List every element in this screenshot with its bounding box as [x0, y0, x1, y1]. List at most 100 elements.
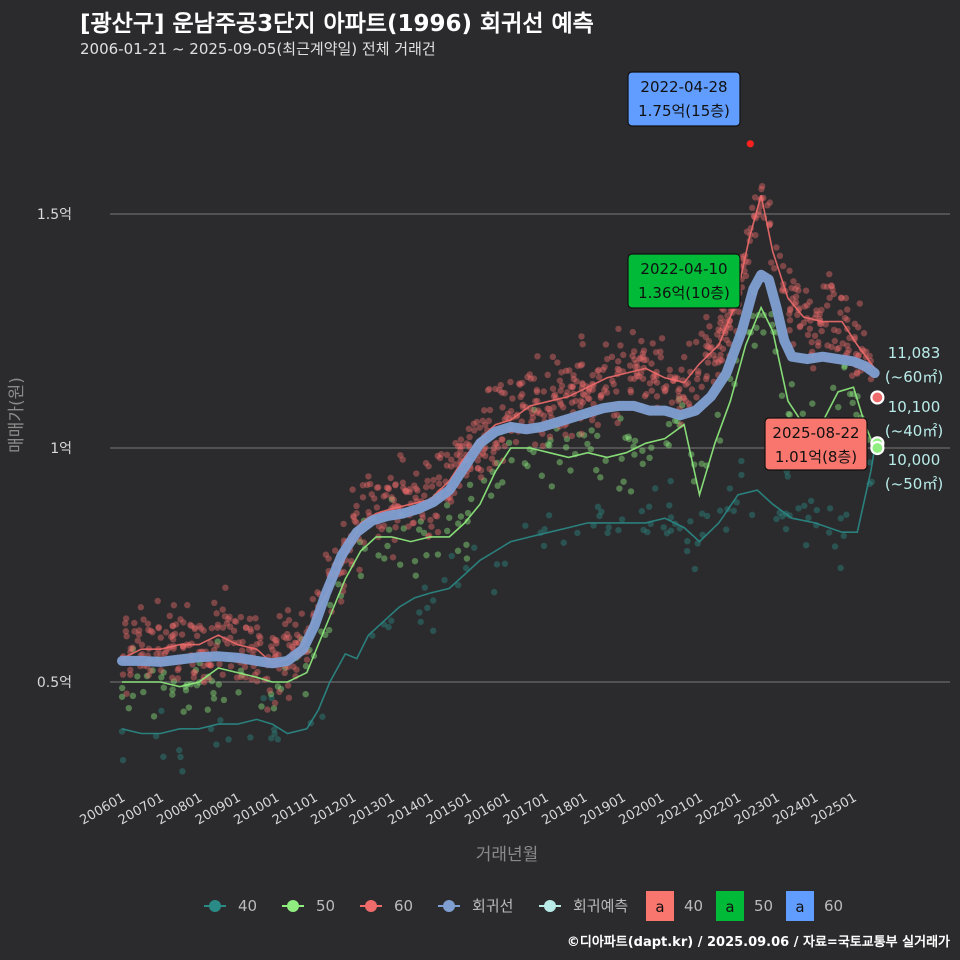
scatter-point-60 [603, 389, 611, 396]
scatter-point-60 [285, 617, 293, 624]
scatter-point-60 [602, 384, 610, 391]
scatter-point-60 [367, 480, 374, 488]
scatter-point-50 [235, 689, 242, 696]
scatter-point-60 [283, 635, 290, 642]
scatter-point-40 [782, 525, 790, 533]
annotation-date: 2025-08-22 [772, 424, 859, 442]
scatter-point-60 [288, 643, 296, 651]
scatter-point-50 [494, 482, 501, 489]
scatter-point-60 [537, 410, 544, 417]
scatter-point-60 [851, 320, 859, 328]
scatter-point-50 [760, 329, 767, 336]
scatter-point-60 [835, 327, 842, 335]
scatter-point-40 [417, 618, 424, 626]
scatter-point-60 [219, 606, 226, 613]
legend-swatch [365, 900, 377, 912]
scatter-point-50 [119, 684, 126, 692]
scatter-point-50 [464, 518, 471, 525]
scatter-point-60 [425, 463, 432, 470]
scatter-point-60 [119, 671, 127, 678]
scatter-point-60 [828, 343, 835, 351]
scatter-point-60 [428, 523, 435, 530]
scatter-point-60 [685, 400, 693, 407]
scatter-point-60 [421, 492, 428, 499]
series-line-40 [121, 447, 876, 735]
scatter-point-60 [488, 455, 496, 462]
scatter-point-50 [597, 474, 604, 481]
y-tick-label: 1억 [50, 441, 72, 457]
scatter-point-40 [868, 478, 876, 486]
scatter-point-60 [123, 690, 130, 697]
scatter-point-40 [119, 756, 127, 764]
scatter-point-40 [826, 505, 834, 512]
scatter-point-50 [563, 435, 571, 443]
scatter-point-40 [152, 732, 160, 740]
scatter-point-60 [705, 338, 713, 345]
scatter-point-60 [284, 607, 292, 614]
scatter-point-60 [794, 311, 801, 319]
scatter-point-60 [382, 491, 390, 499]
scatter-point-60 [272, 650, 279, 657]
scatter-point-60 [292, 640, 300, 647]
scatter-point-60 [180, 644, 187, 651]
scatter-point-60 [852, 350, 860, 358]
scatter-point-60 [465, 425, 473, 433]
scatter-point-60 [237, 673, 244, 681]
scatter-point-40 [687, 518, 694, 525]
scatter-point-60 [123, 632, 130, 640]
scatter-point-50 [208, 677, 216, 685]
scatter-point-60 [492, 440, 499, 447]
scatter-point-60 [257, 639, 264, 647]
scatter-point-60 [191, 625, 199, 633]
scatter-point-50 [846, 390, 854, 398]
scatter-point-40 [274, 736, 282, 743]
scatter-point-60 [680, 353, 688, 361]
scatter-point-60 [135, 631, 143, 638]
scatter-point-60 [456, 452, 464, 460]
scatter-point-60 [698, 383, 705, 391]
scatter-point-50 [487, 492, 495, 499]
scatter-point-60 [284, 682, 292, 689]
scatter-point-50 [192, 666, 200, 674]
legend-label: 40 [238, 897, 257, 915]
scatter-point-60 [818, 327, 825, 335]
scatter-point-60 [714, 331, 721, 338]
scatter-point-60 [652, 349, 660, 356]
scatter-point-60 [839, 340, 846, 347]
scatter-point-60 [594, 421, 602, 429]
scatter-point-60 [631, 375, 638, 382]
scatter-point-60 [253, 624, 261, 631]
scatter-point-40 [540, 542, 548, 550]
scatter-point-60 [712, 355, 719, 363]
scatter-point-50 [180, 708, 187, 715]
scatter-point-40 [638, 507, 646, 515]
scatter-point-60 [535, 407, 542, 414]
scatter-point-60 [529, 409, 536, 417]
scatter-point-60 [360, 539, 367, 546]
scatter-point-60 [413, 470, 420, 477]
scatter-point-50 [468, 495, 475, 503]
scatter-point-60 [682, 397, 689, 405]
scatter-point-60 [155, 623, 162, 631]
scatter-point-60 [842, 294, 850, 302]
scatter-point-50 [444, 527, 451, 535]
legend-label: 60 [394, 897, 413, 915]
scatter-point-60 [424, 477, 431, 485]
scatter-point-50 [593, 466, 600, 474]
scatter-point-60 [434, 452, 441, 460]
scatter-point-60 [721, 318, 728, 325]
scatter-point-60 [296, 634, 303, 641]
scatter-point-60 [519, 401, 527, 409]
scatter-point-60 [702, 375, 710, 383]
scatter-point-60 [498, 436, 506, 443]
scatter-point-60 [626, 362, 634, 369]
scatter-point-60 [507, 378, 514, 386]
scatter-point-60 [533, 386, 541, 394]
scatter-point-60 [640, 356, 648, 364]
scatter-point-60 [710, 351, 717, 359]
scatter-point-60 [373, 484, 381, 491]
scatter-point-40 [730, 507, 737, 515]
scatter-point-60 [147, 627, 155, 635]
scatter-point-60 [666, 366, 674, 374]
scatter-point-50 [835, 403, 842, 411]
